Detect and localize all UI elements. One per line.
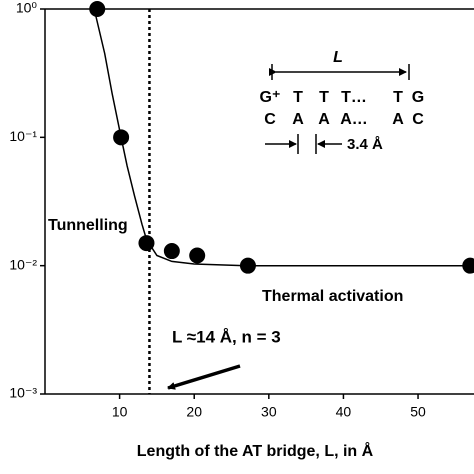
- inset-base: T: [319, 89, 329, 106]
- inset-base: C: [412, 111, 424, 128]
- annotation: L ≈14 Å, n = 3: [172, 327, 281, 346]
- y-tick-label: 10⁻¹: [9, 128, 37, 144]
- x-tick-label: 10: [112, 404, 128, 420]
- inset-base: T: [393, 89, 403, 106]
- y-tick-label: 10⁻³: [9, 385, 37, 401]
- x-tick-label: 20: [186, 404, 202, 420]
- inset-base: G⁺: [260, 89, 281, 106]
- x-tick-label: 30: [261, 404, 277, 420]
- inset-base: A: [292, 111, 304, 128]
- inset-base: A: [318, 111, 330, 128]
- x-tick-label: 50: [410, 404, 426, 420]
- data-point: [89, 1, 106, 17]
- fit-curve: [93, 8, 474, 267]
- y-tick-label: 10⁰: [16, 0, 38, 16]
- y-tick-label: 10⁻²: [9, 256, 37, 272]
- inset-base: T: [293, 89, 303, 106]
- inset-spacing-label: 3.4 Å: [347, 136, 383, 153]
- inset-base: A: [392, 111, 404, 128]
- data-point: [138, 235, 155, 252]
- data-point: [189, 247, 206, 264]
- inset-length-label: L: [333, 49, 343, 66]
- annotation: Tunnelling: [48, 217, 128, 234]
- x-axis-title: Length of the AT bridge, L, in Å: [137, 441, 374, 460]
- inset-base: C: [264, 111, 276, 128]
- annotation-arrow: [167, 364, 241, 390]
- data-point: [462, 257, 474, 274]
- inset-base: T…: [341, 89, 367, 106]
- inset-base: A…: [340, 111, 368, 128]
- data-point: [163, 243, 180, 260]
- x-tick-label: 40: [336, 404, 352, 420]
- data-point: [113, 129, 130, 146]
- data-point: [239, 257, 256, 274]
- inset-base: G: [412, 89, 424, 106]
- annotation: Thermal activation: [262, 288, 403, 305]
